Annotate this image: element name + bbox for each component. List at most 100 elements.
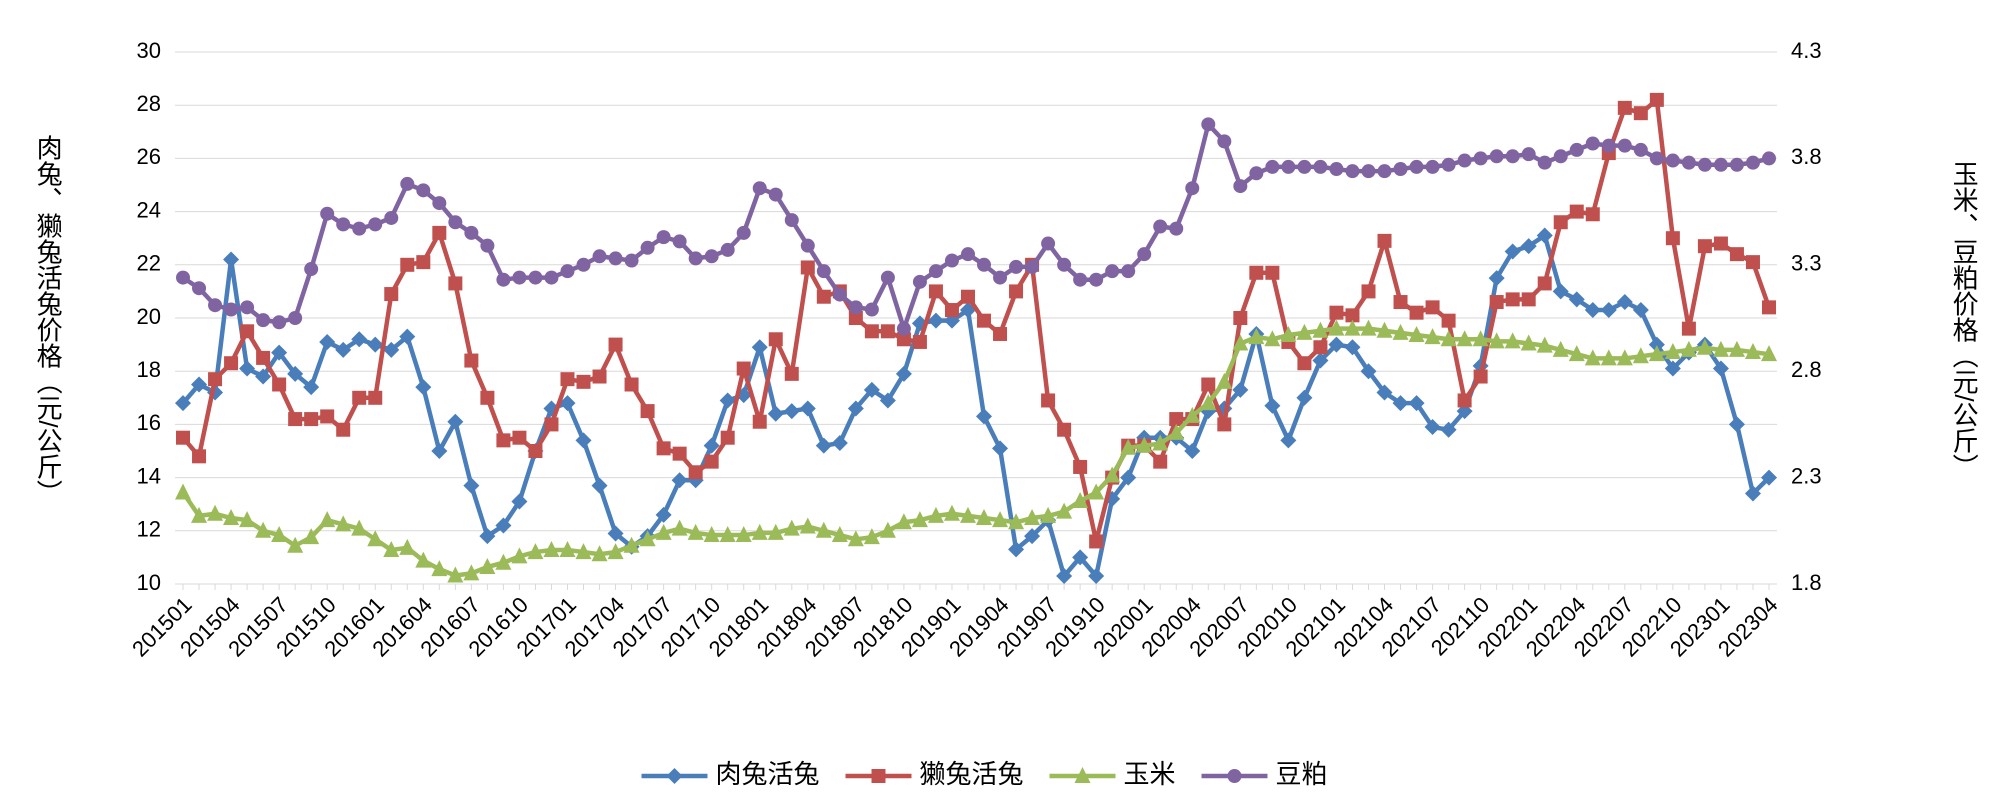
marker: [1072, 549, 1089, 566]
marker: [239, 360, 256, 377]
marker: [1169, 221, 1184, 236]
marker: [703, 526, 720, 543]
marker: [960, 289, 975, 304]
marker: [1312, 321, 1329, 338]
marker: [608, 251, 623, 266]
marker: [1345, 164, 1360, 179]
marker: [1457, 393, 1472, 408]
marker: [1649, 92, 1664, 107]
marker: [1728, 416, 1745, 433]
marker: [1264, 330, 1281, 347]
marker: [927, 312, 944, 329]
marker: [336, 217, 351, 232]
marker: [528, 444, 543, 458]
marker: [1328, 336, 1345, 353]
marker: [687, 523, 704, 540]
marker: [815, 521, 832, 538]
marker: [1696, 338, 1713, 355]
marker: [1409, 159, 1424, 174]
marker: [512, 270, 527, 285]
marker: [1360, 319, 1377, 336]
marker: [175, 395, 192, 412]
marker: [1569, 142, 1584, 157]
marker: [1713, 236, 1728, 251]
marker: [479, 528, 496, 545]
marker: [880, 270, 895, 285]
marker: [1392, 323, 1409, 340]
marker: [1488, 270, 1505, 287]
marker: [431, 560, 448, 577]
marker: [400, 176, 415, 191]
marker: [223, 509, 240, 526]
marker: [224, 356, 239, 371]
legend-label: 肉兔活兔: [716, 759, 820, 789]
marker: [1440, 330, 1457, 347]
y2-tick-label: 2.8: [1791, 357, 1822, 382]
marker: [656, 230, 671, 245]
y-tick-label: 20: [137, 304, 161, 329]
marker: [1377, 233, 1392, 248]
series-line: [181, 233, 1771, 579]
marker: [719, 392, 736, 409]
y-tick-label: 12: [137, 517, 161, 542]
legend-label: 獭兔活兔: [920, 759, 1024, 789]
marker: [1296, 389, 1313, 406]
marker: [1200, 394, 1217, 411]
marker: [496, 272, 511, 287]
marker: [1425, 300, 1440, 315]
marker: [512, 430, 527, 445]
marker: [624, 377, 639, 392]
marker: [559, 540, 576, 557]
marker: [1568, 345, 1585, 362]
marker: [239, 511, 256, 528]
marker: [1088, 568, 1105, 585]
marker: [1232, 334, 1249, 351]
marker: [1393, 162, 1408, 177]
marker: [1297, 356, 1312, 371]
marker: [1361, 164, 1376, 179]
marker: [704, 249, 719, 264]
series-line: [181, 122, 1770, 331]
marker: [607, 525, 624, 542]
marker: [1024, 528, 1041, 545]
marker: [464, 353, 479, 368]
marker: [736, 361, 751, 376]
marker: [911, 511, 928, 528]
marker: [319, 333, 336, 350]
y-tick-label: 14: [137, 463, 161, 488]
marker: [1649, 151, 1664, 166]
marker: [976, 509, 993, 526]
marker: [1249, 166, 1264, 181]
marker: [976, 408, 993, 425]
marker: [896, 321, 911, 336]
marker: [1408, 326, 1425, 343]
marker: [240, 324, 255, 339]
y-tick-label: 26: [137, 144, 161, 169]
marker: [1313, 340, 1328, 355]
marker: [1201, 117, 1216, 132]
marker: [1041, 236, 1056, 251]
marker: [1073, 272, 1088, 287]
marker: [1280, 326, 1297, 343]
marker: [336, 422, 351, 437]
y-tick-label: 16: [137, 410, 161, 435]
marker: [784, 366, 799, 381]
marker: [1265, 159, 1280, 174]
marker: [993, 326, 1008, 341]
marker: [977, 313, 992, 328]
y2-tick-label: 3.3: [1791, 251, 1822, 276]
marker: [176, 270, 191, 285]
marker: [1585, 207, 1600, 222]
marker: [1712, 340, 1729, 357]
marker: [1216, 372, 1233, 389]
marker: [1729, 247, 1744, 262]
marker: [751, 339, 768, 356]
marker: [640, 240, 655, 255]
marker: [608, 337, 623, 352]
marker: [1473, 369, 1488, 384]
marker: [959, 506, 976, 523]
marker: [864, 302, 879, 317]
marker: [544, 417, 559, 432]
marker: [1441, 313, 1456, 328]
